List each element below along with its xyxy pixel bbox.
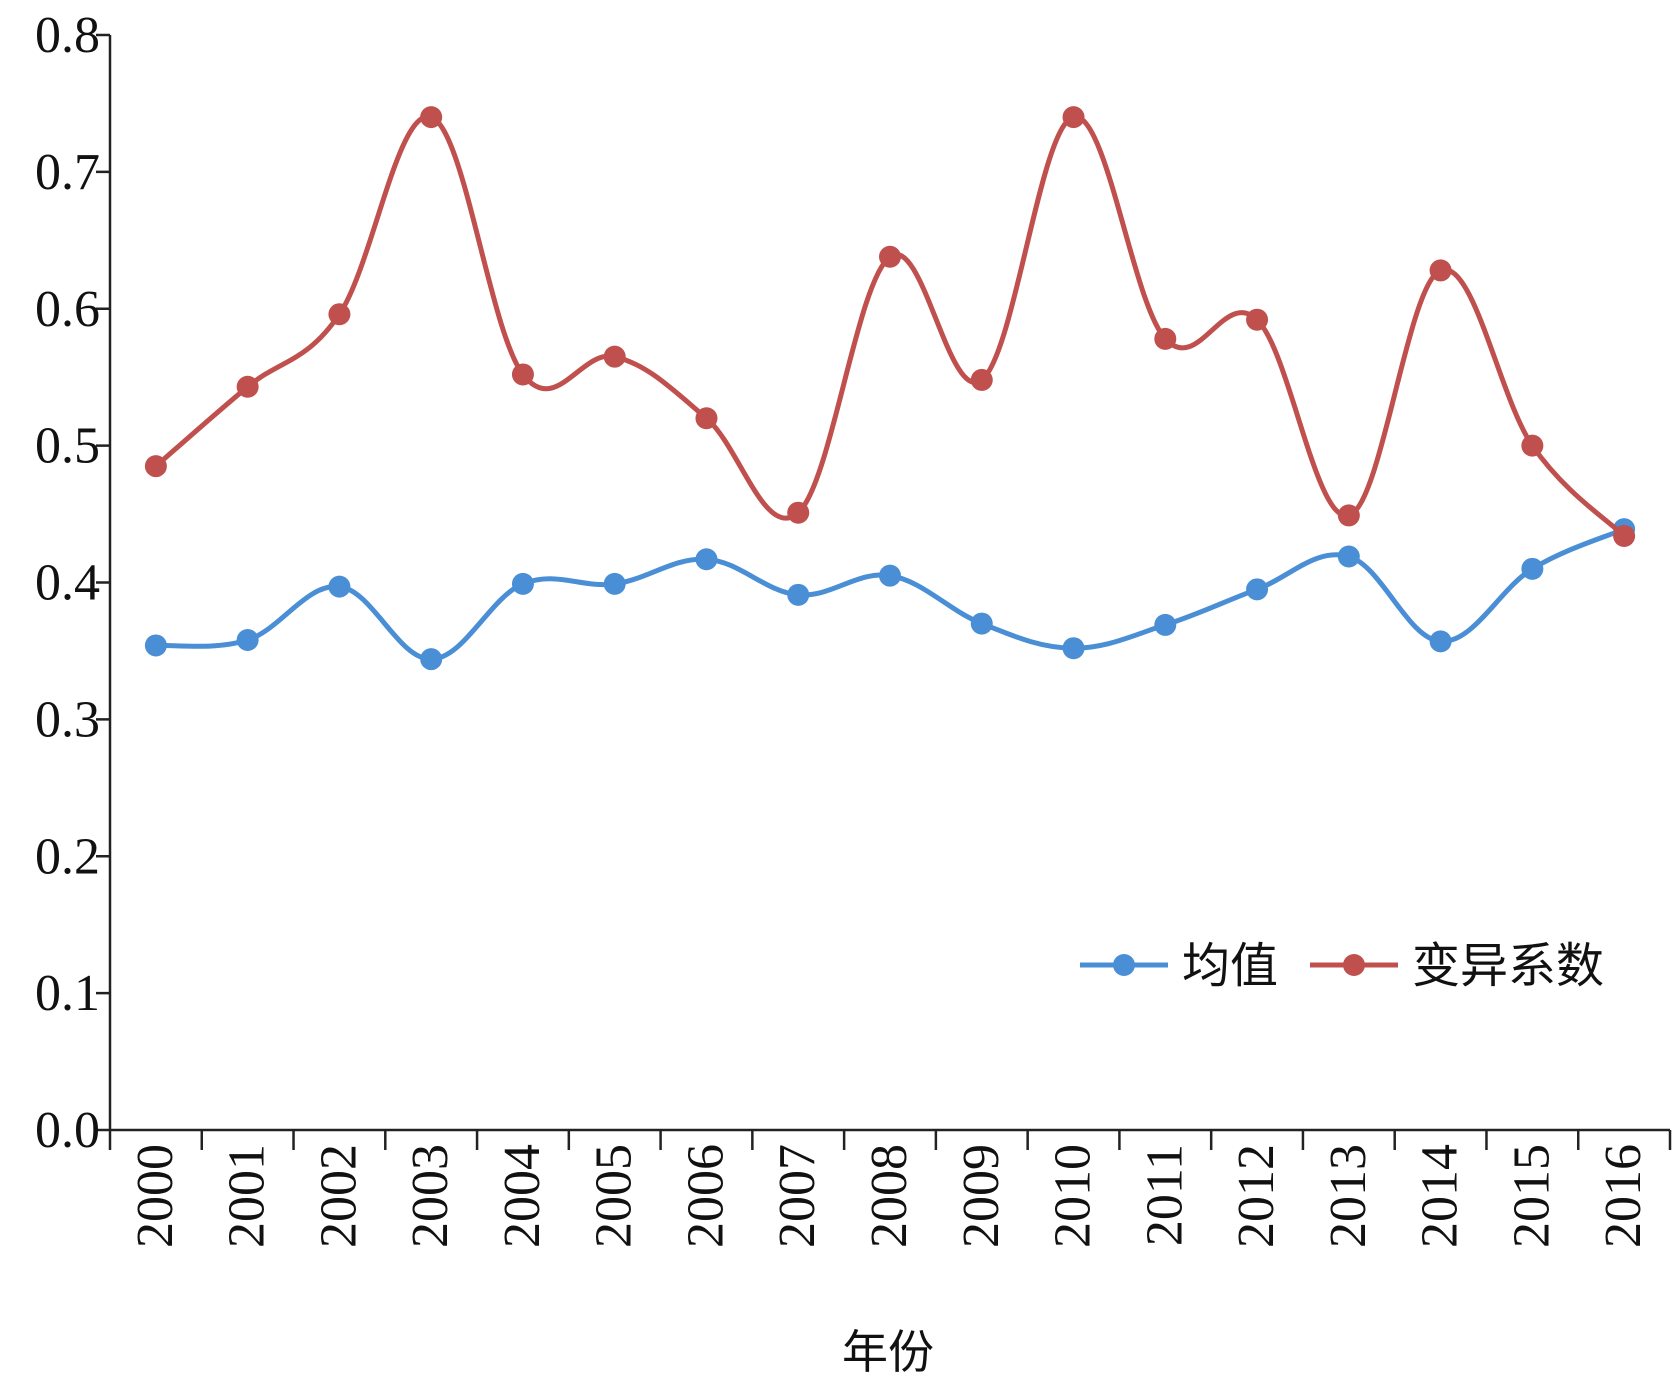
- legend-label: 均值: [1182, 938, 1278, 994]
- x-tick-label: 2010: [1045, 1144, 1102, 1248]
- data-point: [1337, 504, 1360, 527]
- x-tick-label: 2009: [953, 1144, 1010, 1248]
- data-point: [603, 345, 626, 368]
- x-tick-label: 2007: [769, 1144, 826, 1248]
- data-point: [420, 648, 443, 671]
- legend-swatch-marker: [1343, 954, 1365, 976]
- x-axis: 2000 2001 2002 2003 2004 2005 2006 2007 2008 2009…: [108, 1128, 1672, 1248]
- data-point: [511, 363, 534, 386]
- data-point: [144, 634, 167, 657]
- x-tick-label: 2000: [127, 1144, 184, 1248]
- x-tick-label: 2005: [586, 1144, 643, 1248]
- x-tick-label: 2008: [861, 1144, 918, 1248]
- data-point: [1337, 545, 1360, 568]
- y-tick-label: 0.8: [35, 7, 100, 64]
- data-point: [1246, 308, 1269, 331]
- data-point: [1062, 106, 1085, 129]
- x-tick-label: 2012: [1228, 1144, 1285, 1248]
- y-tick-label: 0.6: [35, 281, 100, 338]
- x-tick-label: 2011: [1136, 1144, 1193, 1246]
- x-tick-label: 2003: [402, 1144, 459, 1248]
- x-axis-title: 年份: [842, 1325, 934, 1379]
- series-line: [153, 114, 1627, 539]
- series-2: [144, 106, 1636, 547]
- data-point: [1521, 557, 1544, 580]
- series-line: [153, 526, 1627, 662]
- data-point: [1429, 630, 1452, 653]
- data-point: [695, 407, 718, 430]
- data-point: [511, 572, 534, 595]
- y-tick-label: 0.2: [35, 828, 100, 885]
- y-axis: 0.0 0.1 0.2 0.3 0.4 0.5 0.6 0.7 0.8: [35, 7, 112, 1159]
- y-tick-label: 0.1: [35, 965, 100, 1022]
- data-point: [236, 628, 259, 651]
- series-layer: [144, 106, 1636, 671]
- data-point: [1154, 613, 1177, 636]
- data-point: [787, 583, 810, 606]
- y-tick-label: 0.5: [35, 418, 100, 475]
- legend-item-1: 均值: [1080, 938, 1278, 994]
- x-tick-label: 2006: [677, 1144, 734, 1248]
- legend-swatch-marker: [1113, 954, 1135, 976]
- legend-item-2: 变异系数: [1310, 938, 1604, 994]
- series-1: [144, 518, 1636, 671]
- x-tick-label: 2014: [1412, 1144, 1469, 1248]
- data-point: [1246, 578, 1269, 601]
- data-point: [787, 501, 810, 524]
- data-point: [1613, 524, 1636, 547]
- x-tick-label: 2001: [219, 1144, 276, 1248]
- data-point: [1062, 637, 1085, 660]
- data-point: [328, 575, 351, 598]
- x-tick-label: 2002: [310, 1144, 367, 1248]
- y-tick-label: 0.3: [35, 691, 100, 748]
- data-point: [328, 303, 351, 326]
- data-point: [970, 612, 993, 635]
- y-tick-label: 0.7: [35, 144, 100, 201]
- y-tick-label: 0.4: [35, 555, 100, 612]
- x-tick-label: 2004: [494, 1144, 551, 1248]
- x-tick-label: 2013: [1320, 1144, 1377, 1248]
- data-point: [144, 455, 167, 478]
- data-point: [1521, 434, 1544, 457]
- data-point: [236, 375, 259, 398]
- data-point: [879, 564, 901, 587]
- y-tick-label: 0.0: [35, 1102, 100, 1159]
- data-point: [1429, 259, 1452, 282]
- data-point: [879, 245, 901, 268]
- x-tick-label: 2016: [1595, 1144, 1652, 1248]
- data-point: [695, 548, 718, 571]
- data-point: [970, 368, 993, 391]
- legend-label: 变异系数: [1412, 938, 1604, 994]
- data-point: [1154, 327, 1177, 350]
- data-point: [603, 572, 626, 595]
- x-tick-label: 2015: [1503, 1144, 1560, 1248]
- legend: 均值 变异系数: [1080, 938, 1604, 994]
- data-point: [420, 106, 443, 129]
